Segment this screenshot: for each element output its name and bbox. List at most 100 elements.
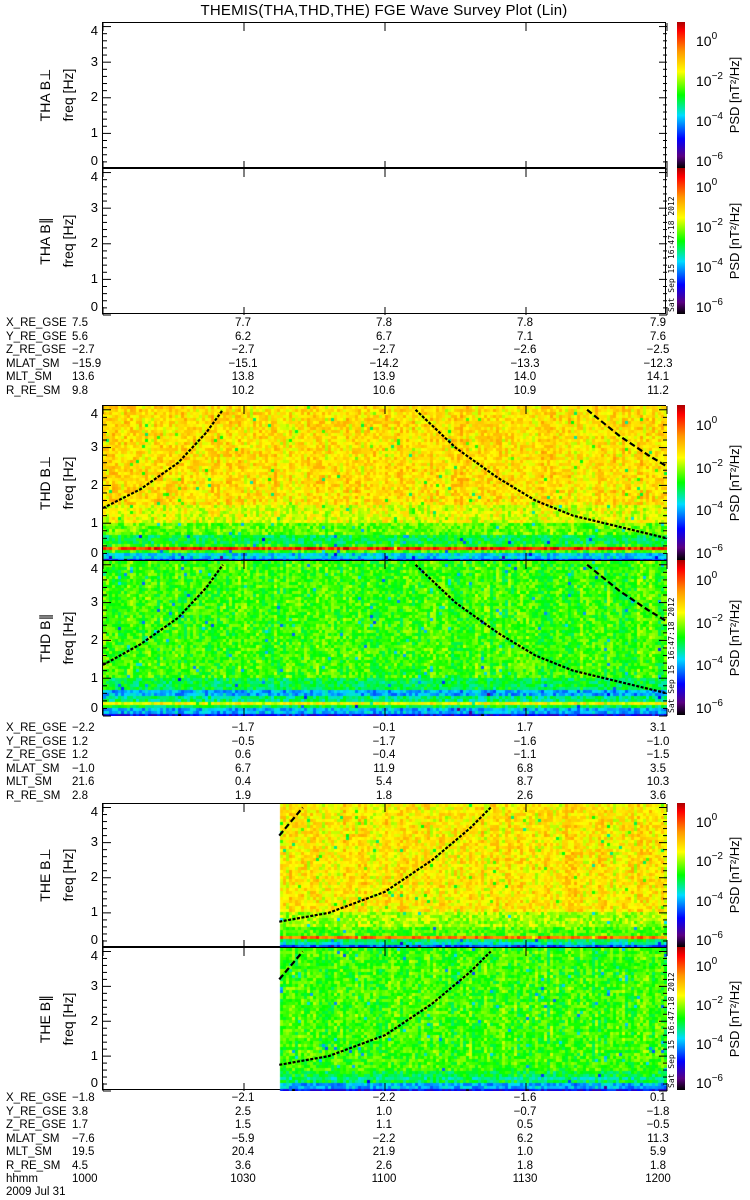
spectrogram-image <box>103 406 667 561</box>
cyclotron-frequency-curve <box>414 563 668 695</box>
tick-base: 10 <box>696 259 712 275</box>
ephemeris-value: 13.6 <box>72 371 95 383</box>
y-tick-label: 4 <box>90 22 98 38</box>
ephemeris-value: 11.3 <box>647 1132 669 1145</box>
ephemeris-value: −13.3 <box>510 357 540 370</box>
ephemeris-value: −0.1 <box>372 722 396 734</box>
ephemeris-value: 0.5 <box>517 1119 533 1131</box>
spectrogram-panel-thd-b- <box>102 560 668 717</box>
ephemeris-value: −0.7 <box>513 1105 537 1118</box>
y-tick-label: 1 <box>90 1047 98 1063</box>
colorbar-tick-label: 10−6 <box>696 543 723 561</box>
ephemeris-label: R_RE_SM <box>6 384 61 397</box>
tick-base: 10 <box>696 153 712 169</box>
tick-base: 10 <box>696 699 712 716</box>
colorbar-label: PSD [nT²/Hz] <box>727 202 742 280</box>
ephemeris-value: −1.6 <box>513 735 537 748</box>
y-tick-label: 1 <box>90 270 98 286</box>
ephemeris-value: 2.5 <box>235 1105 251 1118</box>
tick-exponent: 0 <box>711 811 718 823</box>
ephemeris-value: 21.9 <box>372 1146 396 1158</box>
tick-exponent: −2 <box>711 217 723 228</box>
ephemeris-value: 2.6 <box>376 1159 392 1172</box>
tick-base: 10 <box>696 219 712 235</box>
ephemeris-label: Z_RE_GSE <box>6 344 67 356</box>
y-tick-label: 1 <box>90 669 98 685</box>
tick-base: 10 <box>696 1075 712 1092</box>
ephemeris-value: 2.8 <box>72 789 88 802</box>
colorbar-tick-label: 10−6 <box>696 930 723 948</box>
ephemeris-value: −1.7 <box>231 722 255 734</box>
colorbar <box>677 22 685 168</box>
ephemeris-value: −2.6 <box>513 344 537 356</box>
y-tick-label: 1 <box>90 514 98 530</box>
colorbar-tick-label: 10−4 <box>696 891 723 909</box>
colorbar-label: PSD [nT²/Hz] <box>727 444 742 521</box>
colorbar-tick-label: 10−4 <box>696 655 723 673</box>
y-tick-label: 2 <box>90 476 98 492</box>
panel-label: THE B∥ <box>37 994 53 1043</box>
cyclotron-frequency-curve <box>586 408 668 468</box>
y-tick-label: 1 <box>90 904 98 920</box>
ephemeris-value: 0.6 <box>235 749 251 761</box>
ephemeris-value: 1030 <box>230 1173 256 1185</box>
spectrogram-image <box>103 804 667 948</box>
panel-label: THE B⊥ <box>37 848 53 902</box>
ephemeris-value: 6.2 <box>517 1132 533 1145</box>
colorbar-label: PSD [nT²/Hz] <box>727 836 742 914</box>
ephemeris-value: 1130 <box>512 1173 538 1185</box>
colorbar-tick-label: 10−6 <box>696 151 723 169</box>
ephemeris-value: 21.6 <box>72 776 95 788</box>
tick-exponent: −4 <box>711 890 723 902</box>
ephemeris-value: 10.9 <box>513 384 537 397</box>
y-tick-label: 2 <box>90 235 98 251</box>
y-tick-label: 0 <box>90 152 98 168</box>
cyclotron-frequency-curve <box>279 950 492 1066</box>
ephemeris-value: 1100 <box>371 1173 397 1185</box>
tick-base: 10 <box>696 853 712 870</box>
panel-label: THD B⊥ <box>37 455 53 510</box>
ephemeris-value: 7.1 <box>517 330 533 343</box>
colorbar-tick-label: 100 <box>696 177 717 195</box>
ephemeris-value: 20.4 <box>231 1146 255 1158</box>
ephemeris-value: 7.7 <box>235 317 251 329</box>
ephemeris-label: Z_RE_GSE <box>6 749 67 761</box>
ephemeris-value: 10.2 <box>231 384 255 397</box>
ephemeris-value: −1.8 <box>72 1092 95 1104</box>
y-tick-label: 4 <box>90 405 98 421</box>
tick-exponent: −2 <box>711 994 723 1006</box>
tick-base: 10 <box>696 813 712 830</box>
ephemeris-value: −1.7 <box>372 735 396 748</box>
tick-base: 10 <box>696 614 712 631</box>
y-axis-label: freq [Hz] <box>60 848 76 902</box>
y-tick-label: 3 <box>90 594 98 610</box>
panel-overlay <box>102 23 668 170</box>
ephemeris-value: 19.5 <box>72 1146 95 1158</box>
tick-base: 10 <box>696 73 712 89</box>
colorbar-label: PSD [nT²/Hz] <box>727 980 742 1057</box>
ephemeris-value: 9.8 <box>72 384 88 397</box>
ephemeris-label: X_RE_GSE <box>6 317 67 329</box>
ephemeris-value: −0.4 <box>372 749 396 761</box>
ephemeris-value: 3.6 <box>235 1159 251 1172</box>
colorbar-tick-label: 10−2 <box>696 71 723 89</box>
colorbar-tick-label: 10−2 <box>696 613 723 631</box>
ephemeris-label: MLT_SM <box>6 1146 52 1158</box>
ephemeris-value: 1200 <box>645 1173 671 1185</box>
y-tick-label: 1 <box>90 124 98 140</box>
y-axis-label: freq [Hz] <box>60 456 76 509</box>
colorbar-tick-label: 10−6 <box>696 698 723 716</box>
panel-label: THA B∥ <box>37 217 53 265</box>
ephemeris-value: 7.8 <box>376 317 392 329</box>
ephemeris-value: 13.8 <box>231 371 255 383</box>
tick-base: 10 <box>696 572 712 589</box>
ephemeris-value: −1.6 <box>513 1092 537 1104</box>
ephemeris-label: R_RE_SM <box>6 1159 61 1172</box>
spectrogram-panel-the-b- <box>102 947 668 1092</box>
colorbar <box>677 803 685 947</box>
y-tick-label: 3 <box>90 439 98 455</box>
tick-exponent: −4 <box>711 1033 723 1045</box>
ephemeris-value: −15.9 <box>72 357 102 370</box>
timestamp: Sat Sep 15 16:47:18 2012 <box>667 597 676 713</box>
tick-exponent: −6 <box>711 930 723 942</box>
